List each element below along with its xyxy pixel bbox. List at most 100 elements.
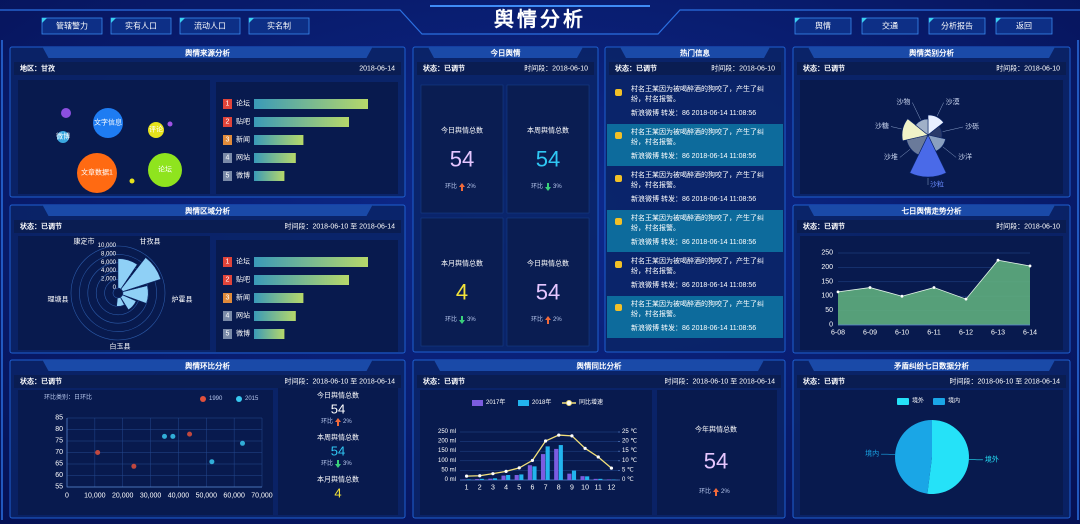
nav-button[interactable] [248, 17, 310, 35]
panel-tab [620, 47, 770, 58]
panel-status: 状态：已调节 [803, 377, 845, 386]
legend-label: 境外 [912, 397, 924, 405]
rank-bar [254, 117, 349, 127]
polar-ring [79, 254, 157, 332]
rank-bar [254, 293, 304, 303]
panel-title: 矛盾纠纷七日数据分析 [893, 361, 969, 371]
hot-meta: 新浪微博 转发：86 2018-06-14 11:08:56 [631, 239, 757, 246]
hot-item[interactable]: 村名王某因为被喝醉酒的狗咬了，产生了纠纷，村名报警。 新浪微博 转发：86 201… [607, 210, 783, 252]
rank-badge [223, 293, 232, 303]
panel-status: 状态：已调节 [803, 64, 845, 73]
rank-label: 新闻 [236, 293, 250, 302]
nav-button[interactable] [861, 17, 919, 35]
rank-bar [254, 257, 368, 267]
summary-label: 本周舆情总数 [317, 433, 359, 442]
hot-item[interactable]: 村名王某因为被喝醉酒的狗咬了，产生了纠纷，村名报警。 新浪微博 转发：86 201… [607, 124, 783, 166]
change-label: 环比 [531, 315, 543, 323]
y-tick-label: 250 [821, 250, 833, 257]
summary-label: 今年舆情总数 [695, 425, 737, 434]
nav-label[interactable]: 分析报告 [941, 21, 973, 31]
bar [506, 475, 511, 480]
change-label: 环比 [321, 417, 333, 425]
line-point [478, 474, 482, 478]
x-tick-label: 6-14 [1023, 330, 1037, 337]
hot-item[interactable]: 村名王某因为被喝醉酒的狗咬了，产生了纠纷，村名报警。 新浪微博 转发：86 201… [607, 81, 783, 123]
x-tick-label: 8 [557, 485, 561, 492]
scatter-point [187, 431, 193, 437]
bar [558, 445, 563, 480]
rose-slice [915, 118, 929, 136]
rank-label: 贴吧 [236, 275, 250, 284]
bubble-label: 论坛 [158, 165, 172, 174]
bar [466, 479, 471, 480]
bar [598, 478, 603, 480]
y-tick-label: 80 [55, 426, 63, 433]
bar [514, 475, 519, 480]
panel-period: 时间段：2018-06-10 [996, 64, 1060, 73]
nav-button[interactable] [110, 17, 172, 35]
hot-item[interactable]: 村名王某因为被喝醉酒的狗咬了，产生了纠纷，村名报警。 新浪微博 转发：86 201… [607, 296, 783, 338]
panel-title: 七日舆情走势分析 [902, 206, 962, 216]
panel-meta-bar [14, 62, 401, 75]
legend-label: 1990 [209, 396, 223, 402]
bar [479, 478, 484, 480]
rank-label: 论坛 [236, 257, 250, 266]
bar [532, 466, 537, 480]
hot-item[interactable]: 村名王某因为被喝醉酒的狗咬了，产生了纠纷，村名报警。 新浪微博 转发：86 201… [607, 167, 783, 209]
nav-button[interactable] [41, 17, 103, 35]
nav-label[interactable]: 返回 [1016, 22, 1032, 31]
axis-line [66, 418, 262, 488]
nav-label[interactable]: 管辖警力 [56, 21, 88, 31]
y-tick-label: 200 [821, 264, 833, 271]
bubble [57, 131, 69, 143]
line-point [868, 286, 872, 289]
y-tick-label: 50 ml [441, 467, 456, 473]
x-tick-label: 6-09 [863, 330, 877, 337]
bubble [129, 178, 135, 184]
panel-period: 时间段：2018-06-10 至 2018-06-14 [284, 377, 395, 386]
rank-label: 新闻 [236, 135, 250, 144]
nav-label[interactable]: 交通 [882, 21, 898, 31]
change-label: 环比 [321, 459, 333, 467]
summary-value: 54 [331, 402, 345, 417]
r-tick-label: 0 [113, 285, 117, 291]
page-frame [1, 40, 1079, 520]
nav-corner [249, 18, 254, 23]
bar [567, 473, 572, 480]
panel-meta-bar [14, 375, 401, 388]
legend-swatch [518, 400, 529, 406]
hot-icon [615, 304, 622, 311]
nav-label[interactable]: 流动人口 [194, 21, 226, 31]
axis-caption: 环比类别：日环比 [44, 393, 92, 401]
nav-label[interactable]: 舆情 [815, 21, 831, 31]
bubble-label: 微博 [56, 132, 70, 141]
change-value: 3% [343, 461, 352, 467]
rank-number: 3 [226, 137, 230, 144]
stat-tile [506, 217, 590, 347]
x-tick-label: 30,000 [140, 493, 162, 500]
hot-item[interactable]: 村名王某因为被喝醉酒的狗咬了，产生了纠纷，村名报警。 新浪微博 转发：86 201… [607, 253, 783, 295]
line-point [836, 290, 840, 294]
nav-button[interactable] [928, 17, 986, 35]
nav-button[interactable] [794, 17, 852, 35]
nav-corner [862, 18, 867, 23]
nav-button[interactable] [179, 17, 241, 35]
y-tick-label: 0 [829, 322, 833, 329]
bar [540, 454, 546, 480]
plot-background [18, 236, 210, 350]
stat-tile [420, 217, 504, 347]
x-tick-label: 6-10 [895, 330, 909, 337]
nav-button[interactable] [995, 17, 1053, 35]
y-tick-label: 100 [821, 293, 833, 300]
rank-bar [254, 311, 296, 321]
hot-icon [615, 132, 622, 139]
nav-label[interactable]: 实有人口 [125, 21, 157, 31]
y-tick-label: 85 [55, 415, 63, 422]
x-tick-label: 4 [504, 485, 508, 492]
nav-label[interactable]: 实名制 [267, 21, 291, 31]
legend-label: 2018年 [532, 398, 551, 406]
x-tick-label: 12 [608, 485, 616, 492]
y-tick-label: 0 ml [445, 477, 456, 483]
hot-meta: 新浪微博 转发：86 2018-06-14 11:08:56 [631, 110, 757, 117]
